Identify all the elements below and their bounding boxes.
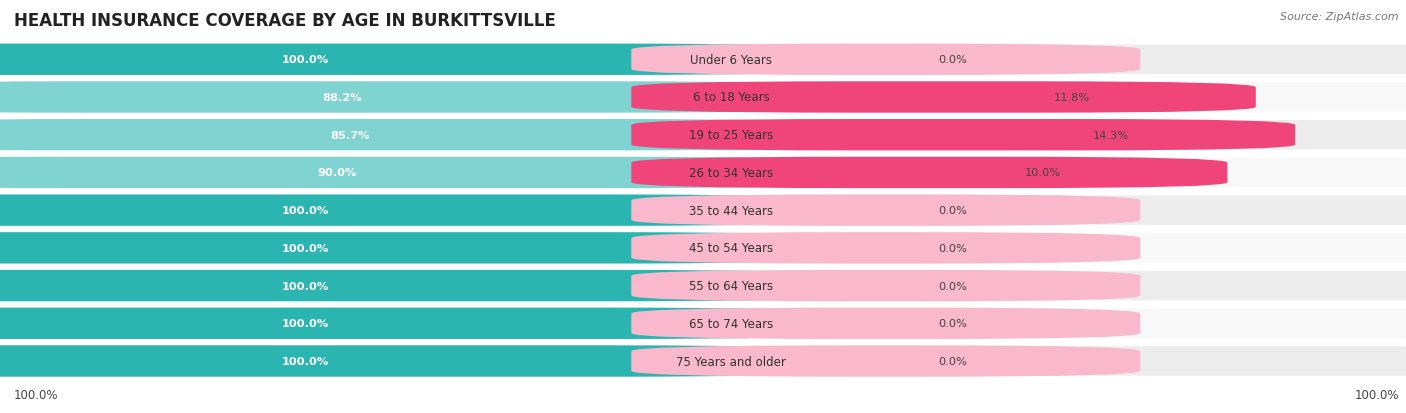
Text: 100.0%: 100.0% xyxy=(283,281,329,291)
Text: 90.0%: 90.0% xyxy=(316,168,357,178)
Text: 0.0%: 0.0% xyxy=(938,243,967,253)
Text: 14.3%: 14.3% xyxy=(1092,131,1129,140)
Text: 85.7%: 85.7% xyxy=(330,131,370,140)
FancyBboxPatch shape xyxy=(631,346,1140,377)
FancyBboxPatch shape xyxy=(0,234,1406,263)
FancyBboxPatch shape xyxy=(0,158,1406,188)
Text: 75 Years and older: 75 Years and older xyxy=(676,355,786,368)
Text: 6 to 18 Years: 6 to 18 Years xyxy=(693,91,769,104)
FancyBboxPatch shape xyxy=(631,195,1140,226)
Text: 88.2%: 88.2% xyxy=(322,93,363,103)
Text: 0.0%: 0.0% xyxy=(938,318,967,328)
Text: 0.0%: 0.0% xyxy=(938,206,967,216)
FancyBboxPatch shape xyxy=(0,121,1406,150)
FancyBboxPatch shape xyxy=(0,45,1406,75)
FancyBboxPatch shape xyxy=(0,196,1406,225)
FancyBboxPatch shape xyxy=(631,308,1140,339)
Text: 100.0%: 100.0% xyxy=(14,388,59,401)
Text: 55 to 64 Years: 55 to 64 Years xyxy=(689,280,773,292)
Text: 35 to 44 Years: 35 to 44 Years xyxy=(689,204,773,217)
FancyBboxPatch shape xyxy=(0,308,831,339)
Text: 100.0%: 100.0% xyxy=(283,318,329,328)
FancyBboxPatch shape xyxy=(0,157,831,189)
Text: 65 to 74 Years: 65 to 74 Years xyxy=(689,317,773,330)
Text: Source: ZipAtlas.com: Source: ZipAtlas.com xyxy=(1281,12,1399,22)
Text: 100.0%: 100.0% xyxy=(283,243,329,253)
FancyBboxPatch shape xyxy=(0,271,1406,301)
FancyBboxPatch shape xyxy=(631,157,1227,189)
FancyBboxPatch shape xyxy=(631,233,1140,264)
Text: 10.0%: 10.0% xyxy=(1025,168,1062,178)
Text: 19 to 25 Years: 19 to 25 Years xyxy=(689,129,773,142)
FancyBboxPatch shape xyxy=(0,309,1406,338)
FancyBboxPatch shape xyxy=(0,270,831,301)
FancyBboxPatch shape xyxy=(631,45,1140,76)
Text: 0.0%: 0.0% xyxy=(938,356,967,366)
FancyBboxPatch shape xyxy=(631,120,1295,151)
Text: 100.0%: 100.0% xyxy=(283,356,329,366)
FancyBboxPatch shape xyxy=(0,233,831,264)
FancyBboxPatch shape xyxy=(631,270,1140,301)
Text: 0.0%: 0.0% xyxy=(938,281,967,291)
Text: 100.0%: 100.0% xyxy=(1354,388,1399,401)
Text: 100.0%: 100.0% xyxy=(283,206,329,216)
FancyBboxPatch shape xyxy=(0,346,831,377)
FancyBboxPatch shape xyxy=(631,82,1256,114)
Text: 45 to 54 Years: 45 to 54 Years xyxy=(689,242,773,255)
Text: 26 to 34 Years: 26 to 34 Years xyxy=(689,166,773,180)
FancyBboxPatch shape xyxy=(0,120,831,151)
Text: HEALTH INSURANCE COVERAGE BY AGE IN BURKITTSVILLE: HEALTH INSURANCE COVERAGE BY AGE IN BURK… xyxy=(14,12,555,30)
Text: 11.8%: 11.8% xyxy=(1053,93,1090,103)
FancyBboxPatch shape xyxy=(0,195,831,226)
FancyBboxPatch shape xyxy=(0,82,831,114)
FancyBboxPatch shape xyxy=(0,45,831,76)
FancyBboxPatch shape xyxy=(0,347,1406,376)
Text: 100.0%: 100.0% xyxy=(283,55,329,65)
Text: Under 6 Years: Under 6 Years xyxy=(690,54,772,66)
FancyBboxPatch shape xyxy=(0,83,1406,112)
Text: 0.0%: 0.0% xyxy=(938,55,967,65)
